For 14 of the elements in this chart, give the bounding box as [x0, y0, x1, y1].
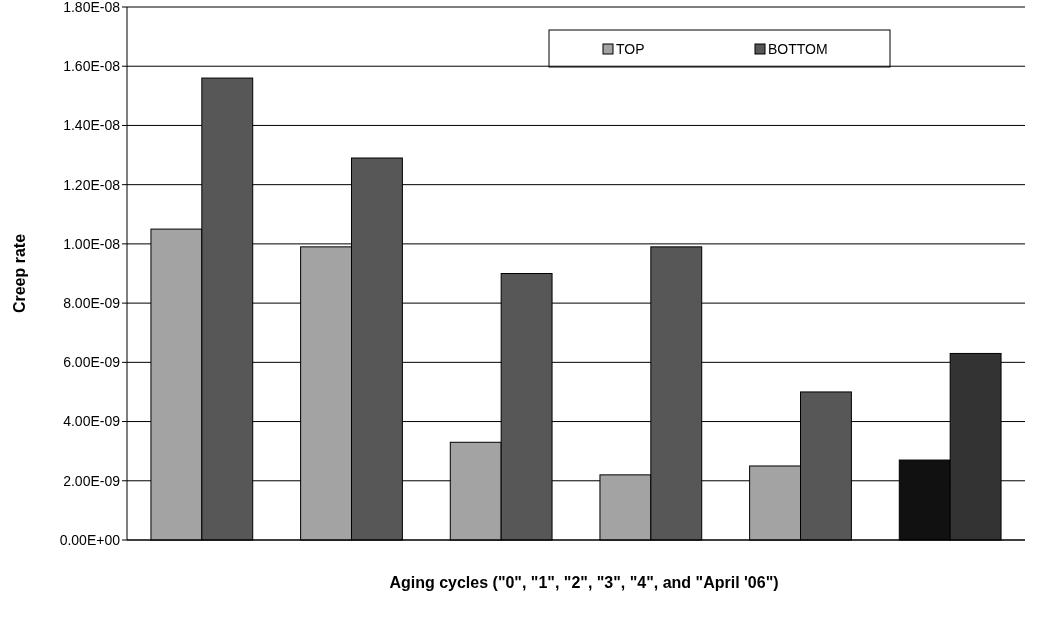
y-tick-label: 0.00E+00: [59, 531, 121, 548]
legend-label: TOP: [616, 40, 645, 57]
x-axis-title: Aging cycles ("0", "1", "2", "3", "4", and "April '06"): [389, 574, 779, 591]
y-tick-label: 1.00E-08: [63, 235, 121, 252]
y-tick-label: 1.80E-08: [63, 0, 121, 15]
legend-label: BOTTOM: [768, 40, 828, 57]
y-tick-label: 1.20E-08: [63, 176, 121, 193]
y-tick-label: 8.00E-09: [63, 295, 121, 312]
y-tick-label: 4.00E-09: [63, 413, 121, 430]
y-tick-label: 6.00E-09: [63, 354, 121, 371]
y-axis-title: Creep rate: [11, 233, 28, 314]
y-tick-label: 2.00E-09: [63, 472, 121, 489]
y-tick-label: 1.60E-08: [63, 58, 121, 75]
y-tick-label: 1.40E-08: [63, 117, 121, 134]
